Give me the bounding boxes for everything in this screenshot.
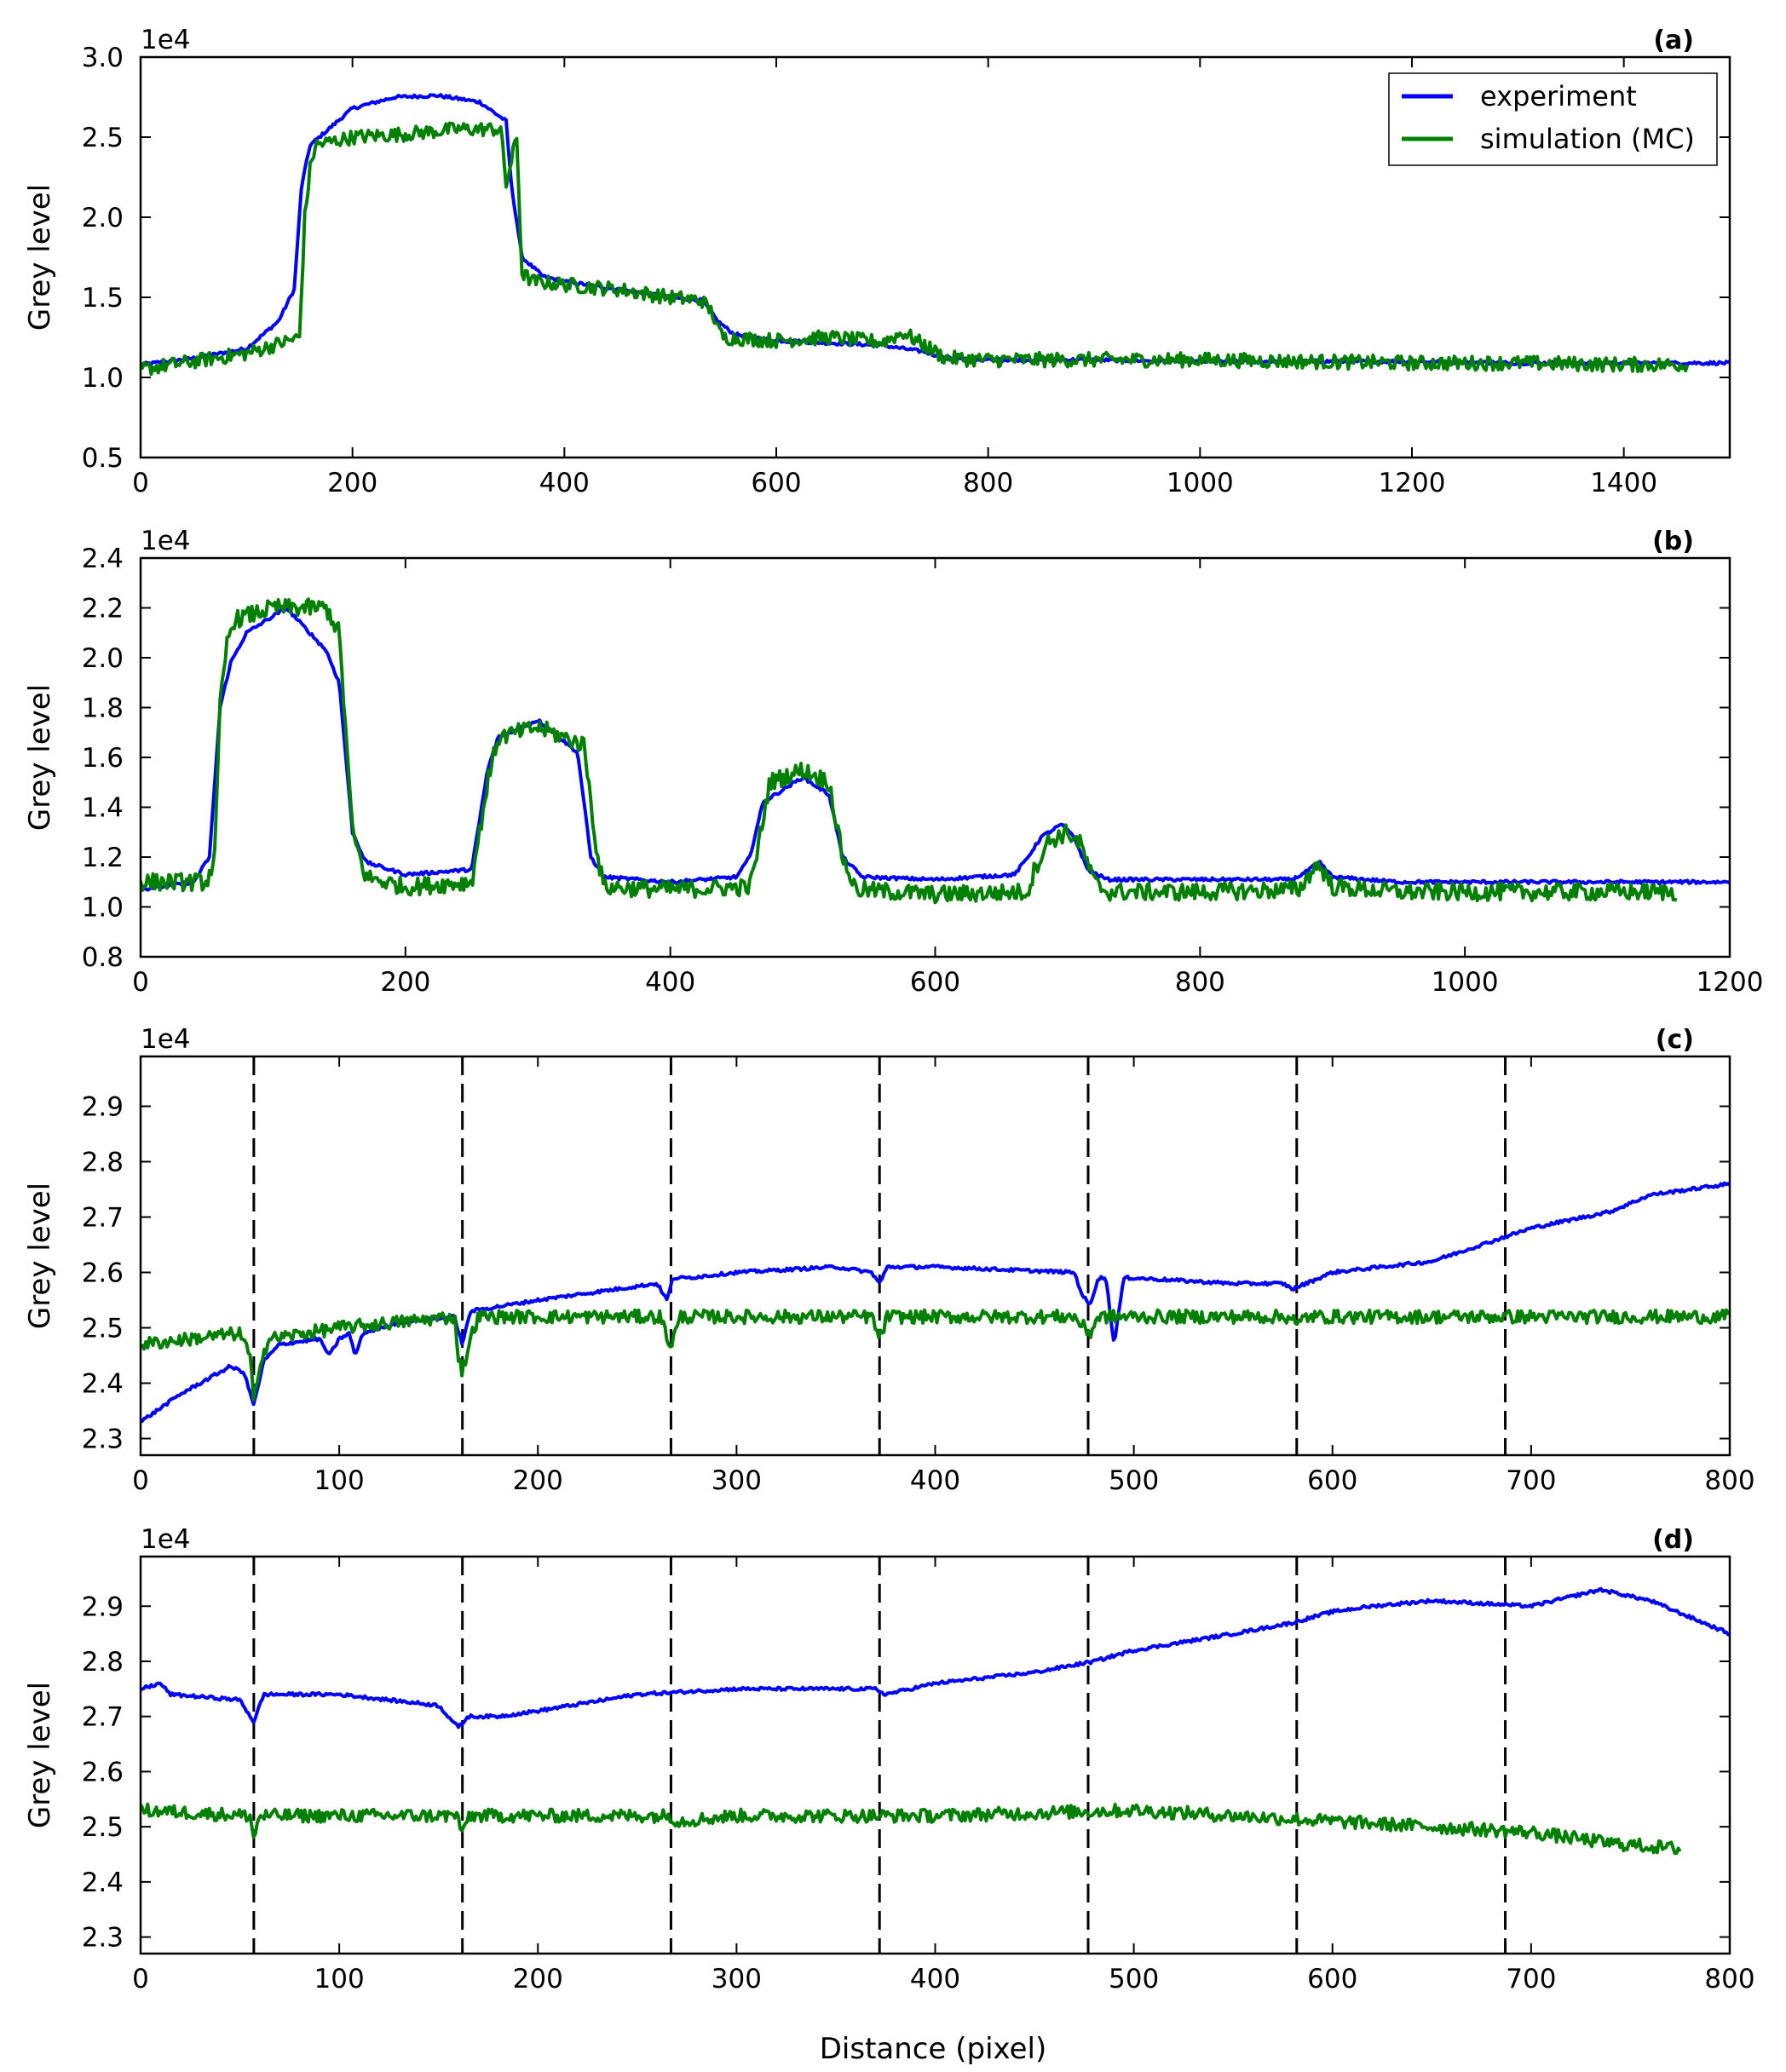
x-tick-label: 100	[314, 1964, 365, 1994]
y-tick-label: 2.8	[82, 1647, 124, 1678]
y-tick-label: 2.3	[82, 1923, 124, 1954]
y-tick-label: 2.8	[82, 1148, 124, 1178]
y-tick-label: 2.5	[82, 1314, 124, 1344]
legend-entry-label: simulation (MC)	[1480, 123, 1695, 155]
y-tick-label: 1.4	[82, 793, 124, 824]
y-tick-label: 0.5	[82, 443, 124, 474]
x-tick-label: 400	[539, 468, 590, 498]
panel-d: 0 100 200 300 400 500 600 700 800 2.3 2.4 2.5 2.6 2.7…	[23, 1524, 1755, 1994]
y-tick-label: 2.4	[82, 544, 124, 574]
x-tick-label: 0	[132, 468, 149, 498]
plot-frame	[139, 55, 1731, 459]
x-tick-label: 600	[1307, 1964, 1357, 1994]
y-axis-label: Grey level	[23, 184, 57, 331]
y-tick-label: 2.7	[82, 1203, 124, 1234]
x-tick-label: 0	[132, 1465, 149, 1496]
y-tick-label: 1.2	[82, 843, 124, 873]
x-tick-label: 700	[1506, 1964, 1556, 1994]
offset-text: 1e4	[141, 1524, 191, 1555]
y-tick-label: 1.8	[82, 694, 124, 724]
x-tick-label: 200	[513, 1465, 563, 1496]
x-tick-label: 400	[910, 1964, 960, 1994]
y-tick-label: 2.4	[82, 1369, 124, 1400]
y-tick-label: 1.5	[82, 283, 124, 314]
x-axis-label-shared: Distance (pixel)	[820, 2032, 1046, 2066]
x-tick-label: 800	[963, 468, 1013, 498]
x-tick-label: 800	[1175, 967, 1225, 998]
y-tick-label: 2.5	[82, 1812, 124, 1843]
series-simulation-line	[141, 1308, 1730, 1401]
y-tick-label: 3.0	[82, 43, 124, 73]
x-tick-label: 0	[132, 1964, 149, 1994]
plot-frame	[139, 1555, 1731, 1955]
y-tick-label: 2.9	[82, 1092, 124, 1123]
y-axis-label: Grey level	[23, 684, 57, 831]
y-tick-label: 0.8	[82, 942, 124, 973]
y-tick-label: 2.5	[82, 123, 124, 153]
legend: experiment simulation (MC)	[1388, 72, 1718, 166]
x-tick-label: 1000	[1432, 967, 1499, 998]
x-tick-label: 200	[513, 1964, 563, 1994]
series-simulation-line	[141, 121, 1690, 377]
y-tick-label: 2.0	[82, 203, 124, 233]
panel-label: (a)	[1653, 26, 1694, 55]
series-experiment-line	[141, 1586, 1730, 1730]
x-tick-label: 300	[712, 1465, 762, 1496]
series-simulation-line	[141, 597, 1677, 905]
offset-text: 1e4	[141, 25, 191, 55]
x-tick-label: 1000	[1167, 468, 1234, 498]
y-tick-label: 2.0	[82, 643, 124, 674]
series-experiment-line	[141, 1181, 1730, 1424]
panel-label: (b)	[1652, 527, 1694, 556]
x-tick-label: 400	[910, 1465, 960, 1496]
panel-label: (d)	[1652, 1525, 1694, 1555]
y-tick-label: 1.0	[82, 363, 124, 394]
x-tick-label: 700	[1506, 1465, 1556, 1496]
x-tick-label: 600	[910, 967, 960, 998]
series-simulation-line	[141, 1802, 1682, 1856]
x-tick-label: 1200	[1697, 967, 1764, 998]
y-tick-label: 2.3	[82, 1424, 124, 1455]
x-tick-label: 1400	[1590, 468, 1657, 498]
x-tick-label: 600	[1307, 1465, 1357, 1496]
x-tick-label: 200	[327, 468, 377, 498]
series-experiment-line	[141, 607, 1730, 893]
y-tick-label: 2.6	[82, 1757, 124, 1787]
x-tick-label: 800	[1704, 1964, 1754, 1994]
x-tick-label: 500	[1109, 1964, 1159, 1994]
y-tick-label: 2.6	[82, 1258, 124, 1289]
x-tick-label: 800	[1704, 1465, 1754, 1496]
y-tick-label: 1.0	[82, 893, 124, 924]
legend-entry-label: experiment	[1480, 80, 1637, 112]
panel-a: 0 200 400 600 800 1000 1200 1400 0.5 1.0 1.5 2.0 2.5…	[23, 25, 1731, 498]
panel-c: 0 100 200 300 400 500 600 700 800 2.3 2.4 2.5 2.6 2.7…	[23, 1024, 1755, 1496]
plot-frame	[139, 1055, 1731, 1457]
x-tick-label: 0	[132, 967, 149, 998]
x-tick-label: 300	[712, 1964, 762, 1994]
legend-box	[1388, 72, 1718, 166]
x-tick-label: 100	[314, 1465, 365, 1496]
y-tick-label: 1.6	[82, 743, 124, 774]
x-tick-label: 1200	[1379, 468, 1446, 498]
y-tick-label: 2.7	[82, 1702, 124, 1733]
x-tick-label: 200	[380, 967, 430, 998]
y-axis-label: Grey level	[23, 1183, 57, 1329]
panel-b: 0 200 400 600 800 1000 1200 0.8 1.0 1.2 1.4 1.6 1.8 2…	[23, 526, 1763, 998]
x-tick-label: 500	[1109, 1465, 1159, 1496]
x-tick-label: 400	[645, 967, 695, 998]
y-axis-label: Grey level	[23, 1682, 57, 1828]
y-tick-label: 2.4	[82, 1868, 124, 1898]
offset-text: 1e4	[141, 526, 191, 556]
x-tick-label: 600	[751, 468, 801, 498]
y-tick-label: 2.9	[82, 1591, 124, 1622]
offset-text: 1e4	[141, 1024, 191, 1055]
y-tick-label: 2.2	[82, 594, 124, 624]
panel-label: (c)	[1656, 1025, 1694, 1055]
